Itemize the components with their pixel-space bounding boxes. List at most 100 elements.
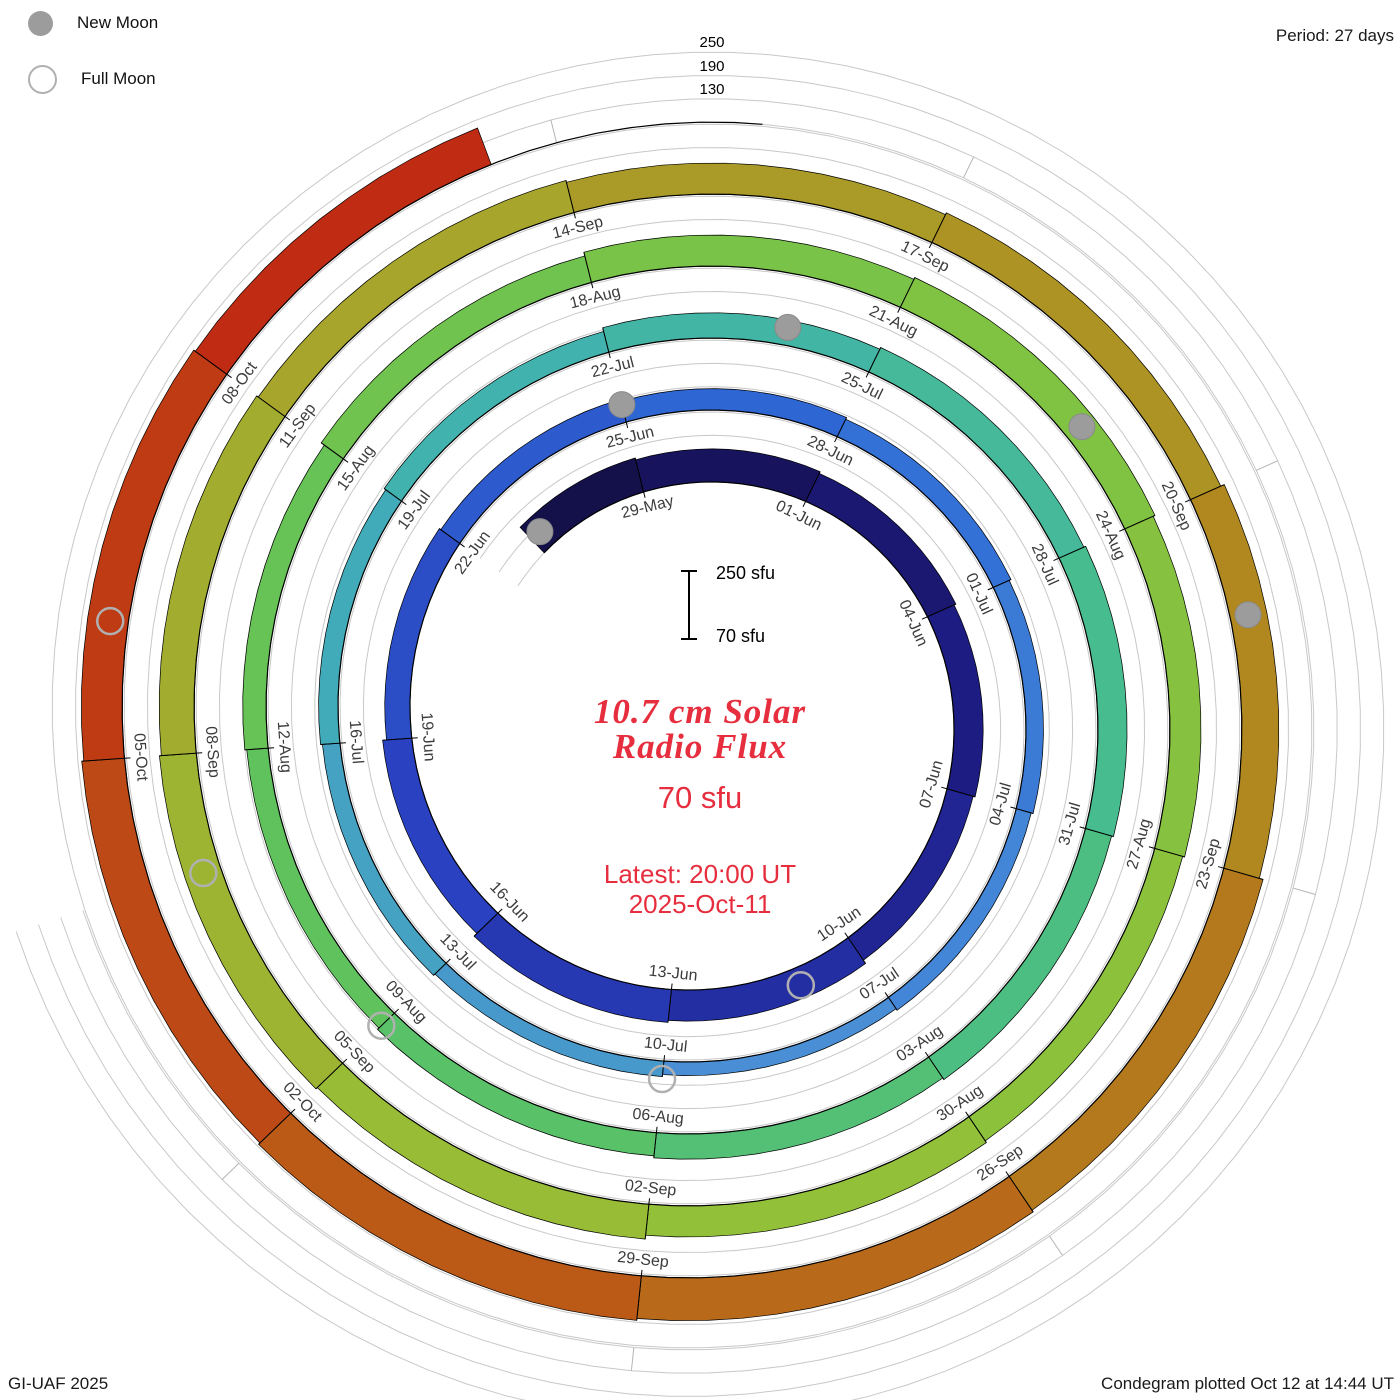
latest-reading: Latest: 20:00 UT 2025-Oct-11	[380, 859, 1020, 920]
flux-band-segment	[583, 234, 915, 308]
date-label: 05-Oct	[130, 733, 150, 783]
full-moon-marker	[95, 606, 125, 636]
date-tick	[884, 992, 898, 1011]
spiral-baseline	[121, 121, 1243, 1279]
date-tick	[583, 252, 594, 289]
radial-tick-250: 250	[699, 34, 725, 51]
scale-bar-max-label: 250 sfu	[716, 563, 776, 583]
flux-scale-bar	[676, 570, 702, 640]
chart-title: 10.7 cm Solar Radio Flux	[380, 694, 1020, 764]
chart-title-line1: 10.7 cm Solar	[593, 692, 807, 731]
date-tick	[1184, 484, 1225, 503]
date-tick	[193, 349, 232, 379]
date-tick	[382, 737, 418, 741]
date-tick	[473, 908, 503, 937]
flux-band-segment	[565, 162, 946, 243]
date-tick	[634, 457, 646, 498]
date-tick	[941, 786, 976, 798]
grid-date-tick	[221, 1162, 240, 1180]
date-tick	[602, 327, 611, 359]
date-tick	[987, 579, 1012, 591]
date-tick	[636, 1269, 643, 1321]
date-label: 12-Aug	[274, 721, 295, 774]
date-tick	[928, 212, 947, 249]
full-moon-marker	[647, 1064, 677, 1094]
full-moon-marker	[786, 971, 816, 1000]
grid-date-tick	[550, 119, 558, 143]
date-tick	[320, 742, 346, 746]
date-tick	[644, 1198, 651, 1240]
date-label: 10-Jul	[643, 1034, 688, 1055]
grid-date-tick	[630, 1347, 635, 1371]
date-label: 06-Aug	[632, 1106, 685, 1128]
date-tick	[921, 603, 957, 620]
flux-band-segment	[667, 937, 867, 1022]
date-tick	[383, 488, 407, 506]
flux-band-segment	[1124, 515, 1202, 858]
new-moon-marker	[774, 313, 802, 341]
date-label: 29-Sep	[616, 1249, 669, 1271]
date-tick	[834, 417, 848, 443]
full-moon-marker	[189, 858, 218, 888]
grid-date-tick	[963, 156, 975, 179]
radial-tick-190: 190	[699, 58, 725, 75]
full-moon-marker	[367, 1011, 396, 1040]
radial-tick-130: 130	[699, 81, 725, 98]
scale-bar-bottom-cap	[681, 638, 697, 640]
date-tick	[244, 747, 275, 751]
new-moon-label: New Moon	[77, 13, 159, 32]
date-label: 16-Jul	[346, 720, 366, 765]
date-label: 08-Sep	[202, 726, 223, 779]
grid-date-tick	[1256, 460, 1278, 471]
date-tick	[438, 528, 465, 548]
grid-date-tick	[1292, 887, 1316, 895]
date-tick	[1053, 545, 1086, 562]
flux-band-segment	[635, 448, 821, 502]
date-tick	[1217, 866, 1264, 880]
period-label: Period: 27 days	[1275, 26, 1394, 45]
new-moon-marker	[526, 518, 554, 546]
center-annotation: 10.7 cm Solar Radio Flux 70 sfu Latest: …	[380, 694, 1020, 920]
date-tick	[802, 471, 821, 508]
date-tick	[1079, 826, 1114, 838]
grid-spiral-250	[15, 51, 1385, 1400]
date-tick	[565, 180, 576, 219]
new-moon-icon	[28, 10, 53, 36]
date-tick	[965, 1111, 987, 1143]
legend-new-moon: New Moon	[28, 6, 158, 40]
new-moon-marker	[608, 391, 636, 419]
date-label: 02-Sep	[624, 1177, 677, 1199]
new-moon-marker	[1234, 601, 1262, 629]
date-tick	[256, 395, 291, 421]
credit-label: GI-UAF 2025	[8, 1374, 109, 1393]
date-tick	[667, 983, 673, 1023]
scale-bar-min-label: 70 sfu	[716, 626, 766, 646]
new-moon-marker	[1068, 413, 1096, 441]
full-moon-icon	[28, 64, 57, 94]
date-tick	[81, 757, 131, 762]
date-tick	[258, 1108, 296, 1145]
date-tick	[844, 932, 866, 964]
grid-spiral-190	[38, 75, 1361, 1397]
flux-band-segment	[931, 212, 1222, 501]
full-moon-label: Full Moon	[81, 69, 156, 88]
date-tick	[1010, 806, 1034, 814]
date-tick	[865, 347, 882, 378]
legend-full-moon: Full Moon	[28, 62, 158, 96]
date-label: 19-Jun	[418, 712, 438, 762]
moon-legend: New Moon Full Moon	[28, 6, 158, 118]
date-tick	[653, 1126, 658, 1158]
grid-date-tick	[1049, 1235, 1063, 1256]
plotted-timestamp: Condegram plotted Oct 12 at 14:44 UT	[1101, 1374, 1394, 1393]
date-tick	[1119, 514, 1156, 532]
baseline-value-label: 70 sfu	[657, 780, 743, 815]
chart-title-line2: Radio Flux	[612, 727, 788, 766]
date-tick	[377, 1008, 399, 1030]
date-tick	[433, 958, 451, 976]
date-tick	[320, 442, 349, 463]
date-tick	[315, 1058, 348, 1090]
flux-band-segment	[602, 312, 881, 373]
date-tick	[1148, 846, 1185, 858]
